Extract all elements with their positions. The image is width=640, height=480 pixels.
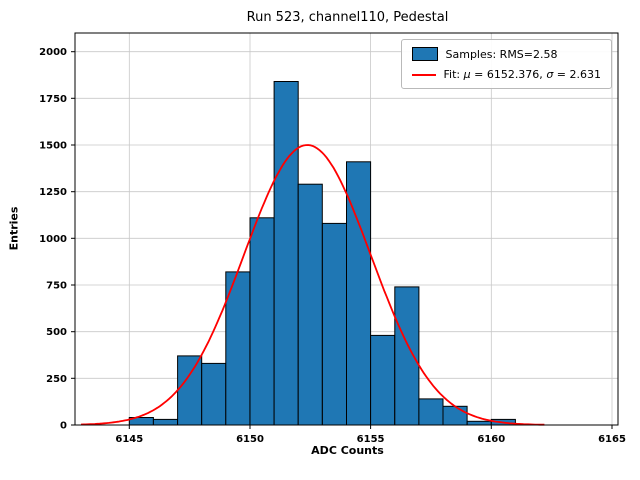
histogram-bar — [394, 286, 420, 426]
histogram-bar — [370, 334, 396, 426]
x-tick-label: 6145 — [115, 434, 143, 445]
y-tick-label: 1000 — [39, 234, 67, 245]
legend-fit-label: Fit: μ = 6152.376, σ = 2.631 — [444, 68, 602, 81]
histogram-bar — [177, 355, 203, 426]
x-tick-label: 6165 — [598, 434, 626, 445]
legend: Samples: RMS=2.58 Fit: μ = 6152.376, σ =… — [400, 39, 612, 89]
histogram-bar — [466, 420, 492, 426]
legend-fit-prefix: Fit: — [443, 68, 464, 81]
histogram-bar — [249, 217, 275, 426]
fit-line-icon — [411, 73, 436, 76]
y-tick-label: 1500 — [39, 141, 67, 152]
histogram-swatch-icon — [411, 47, 438, 61]
histogram-bar — [442, 405, 468, 426]
y-tick-label: 750 — [46, 281, 67, 292]
x-tick-label: 6155 — [357, 434, 385, 445]
x-tick-label: 6160 — [477, 434, 505, 445]
legend-entry-samples: Samples: RMS=2.58 — [411, 47, 602, 61]
legend-entry-fit: Fit: μ = 6152.376, σ = 2.631 — [411, 68, 602, 81]
histogram-bar — [346, 161, 372, 426]
y-tick-label: 0 — [60, 421, 67, 432]
x-tick-label: 6150 — [236, 434, 264, 445]
legend-sigma-symbol: σ — [546, 68, 554, 81]
x-axis-label: ADC Counts — [311, 444, 384, 457]
legend-samples-label: Samples: RMS=2.58 — [445, 47, 558, 61]
histogram-bar — [201, 362, 227, 426]
chart-title: Run 523, channel110, Pedestal — [246, 10, 449, 25]
y-tick-label: 1250 — [39, 187, 67, 198]
histogram-bar — [273, 81, 299, 426]
legend-sigma-value: = 2.631 — [553, 68, 601, 81]
axes-frame — [74, 32, 619, 426]
histogram-bar — [418, 398, 444, 426]
y-tick-label: 1750 — [39, 94, 67, 105]
histogram-bar — [321, 222, 347, 426]
fit-curve — [80, 144, 545, 426]
legend-mu-value: = 6152.376, — [470, 68, 547, 81]
y-tick-label: 2000 — [39, 47, 67, 58]
y-tick-label: 250 — [46, 374, 67, 385]
histogram-bar — [297, 183, 323, 426]
legend-mu-symbol: μ — [463, 68, 471, 81]
histogram-bar — [152, 418, 178, 426]
y-axis-label: Entries — [7, 206, 21, 251]
y-tick-label: 500 — [46, 327, 67, 338]
